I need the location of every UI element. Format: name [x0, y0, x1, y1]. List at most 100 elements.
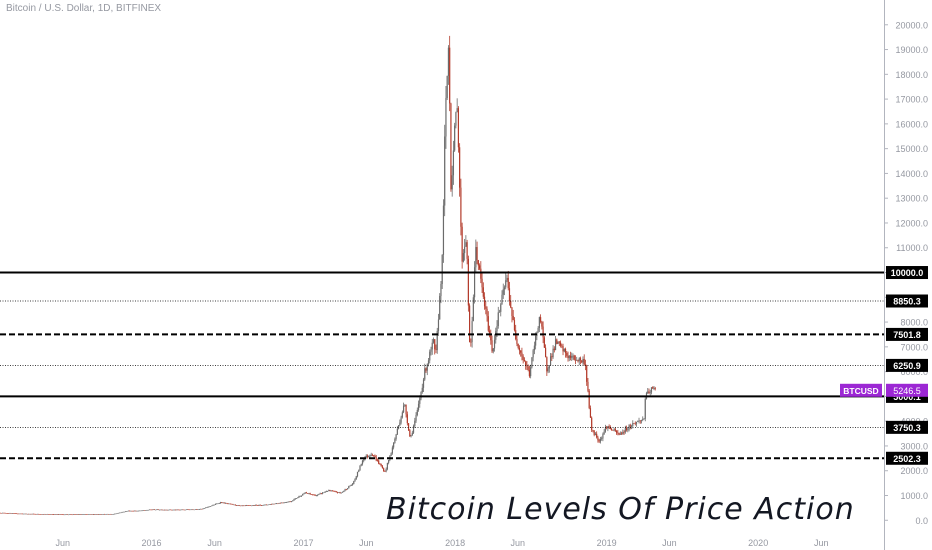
candle-body: [384, 471, 386, 472]
candle-body: [168, 509, 171, 511]
candle-body: [589, 408, 592, 418]
candle-body: [18, 513, 20, 515]
candle-body: [457, 108, 460, 148]
ticker-tag: [840, 383, 882, 397]
candle-body: [348, 486, 350, 489]
candle-body: [256, 505, 258, 506]
candle-body: [312, 494, 314, 496]
candle-body: [543, 337, 545, 348]
price-tick-label: 0.0: [915, 516, 928, 526]
candle-body: [532, 350, 534, 358]
candle-body: [478, 265, 481, 269]
candle-body: [233, 504, 235, 506]
candle-body: [491, 340, 493, 352]
candle-body: [481, 278, 483, 288]
candle-body: [419, 398, 421, 404]
candle-body: [335, 491, 337, 493]
candle-body: [475, 247, 477, 268]
candle-body: [635, 421, 638, 424]
candle-body: [29, 513, 31, 515]
candle-body: [559, 342, 562, 346]
candle-body: [439, 296, 441, 320]
candle-body: [275, 503, 278, 505]
candle-body: [16, 513, 19, 515]
candle-body: [130, 510, 132, 512]
candle-body: [305, 492, 308, 494]
candle-body: [1, 512, 4, 514]
candle-body: [317, 494, 319, 496]
candle-body: [122, 511, 124, 513]
candle-body: [86, 514, 88, 515]
candle-body: [194, 509, 197, 510]
candle-body: [318, 493, 320, 495]
candle-body: [472, 297, 474, 322]
candle-body: [76, 514, 78, 515]
candle-body: [567, 355, 569, 359]
candle-body: [112, 514, 114, 515]
candle-body: [584, 364, 587, 366]
candle-body: [227, 503, 229, 504]
level-label: 7501.8: [893, 330, 921, 340]
level-label: 8850.3: [893, 297, 921, 307]
candle-body: [47, 514, 50, 515]
candle-body: [451, 175, 453, 190]
candle-body: [553, 348, 555, 351]
candle-body: [212, 504, 214, 506]
candle-body: [592, 429, 594, 431]
candle-body: [59, 514, 61, 515]
candle-body: [115, 513, 117, 515]
candle-body: [104, 514, 106, 515]
candle-body: [237, 505, 239, 506]
candle-body: [381, 466, 384, 469]
candle-body: [30, 513, 32, 515]
candle-body: [324, 491, 326, 493]
candle-body: [56, 514, 58, 515]
candle-body: [75, 514, 77, 515]
candle-body: [331, 490, 334, 492]
candle-body: [182, 509, 184, 511]
candle-body: [92, 514, 95, 515]
candle-body: [597, 437, 599, 441]
candle-body: [254, 505, 256, 506]
candle-body: [356, 471, 359, 477]
candle-body: [538, 317, 540, 328]
candle-body: [535, 336, 537, 346]
candle-body: [34, 513, 36, 515]
candle-body: [502, 289, 504, 295]
candle-body: [516, 339, 518, 344]
candle-body: [638, 420, 640, 422]
candle-body: [503, 287, 506, 290]
candle-body: [507, 277, 509, 289]
candle-body: [486, 308, 488, 317]
candle-body: [449, 47, 451, 104]
candle-body: [622, 431, 624, 435]
candle-body: [415, 415, 417, 421]
candle-body: [549, 356, 552, 366]
candle-body: [126, 511, 128, 512]
price-tick-label: 3000.0: [900, 441, 928, 451]
candle-body: [320, 493, 322, 494]
candle-body: [365, 455, 367, 458]
time-axis[interactable]: Jun 2016 Jun 2017 Jun 2018 Jun 2019 Jun 2020 Jun: [55, 538, 828, 548]
candle-body: [234, 504, 237, 506]
candle-body: [562, 346, 564, 352]
candle-body: [111, 514, 113, 515]
candle-body: [654, 388, 656, 390]
candle-body: [156, 509, 158, 511]
candle-body: [265, 504, 268, 506]
candle-body: [598, 440, 600, 442]
candle-body: [417, 403, 420, 410]
candle-body: [452, 150, 455, 176]
candle-body: [219, 502, 222, 504]
candle-body: [204, 507, 207, 509]
candle-body: [414, 420, 416, 426]
candle-body: [577, 360, 579, 362]
candle-body: [373, 455, 375, 457]
candle-body: [587, 381, 589, 391]
candle-body: [20, 513, 22, 515]
candle-body: [36, 513, 38, 515]
candle-body: [302, 494, 304, 496]
candle-body: [176, 509, 178, 511]
